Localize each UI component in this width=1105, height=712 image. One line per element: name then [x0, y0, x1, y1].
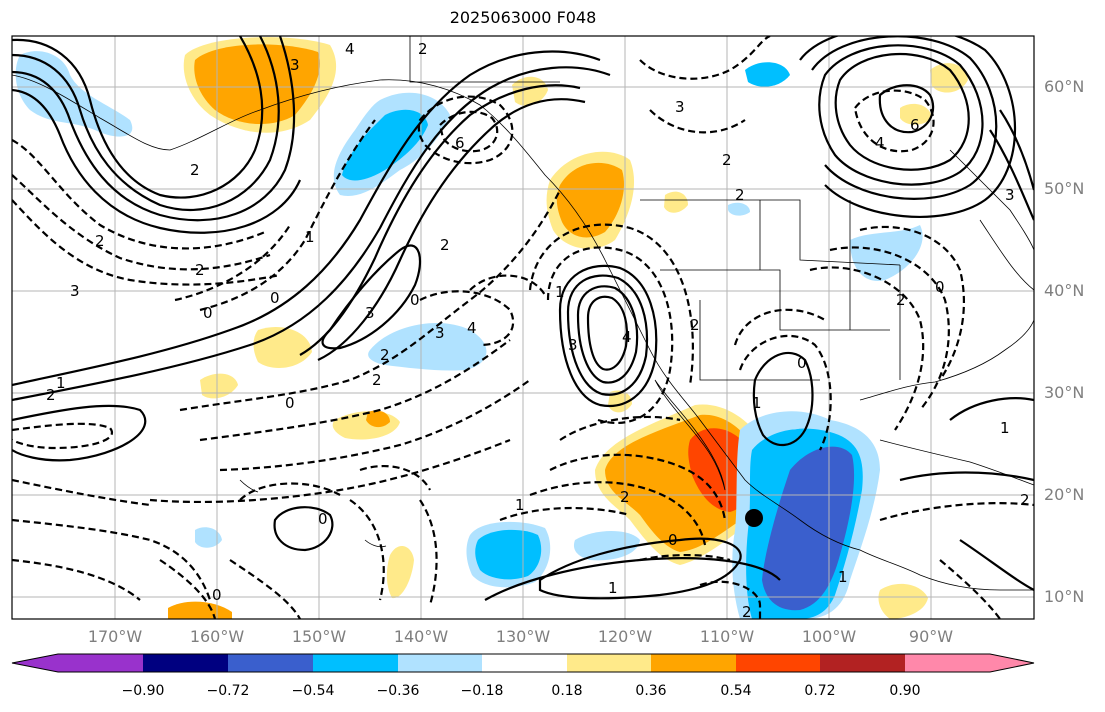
colorbar-swatch [905, 654, 990, 672]
colorbar-tick-label: −0.90 [121, 683, 165, 699]
lat-label: 20°N [1044, 485, 1085, 504]
colorbar-min-extend [12, 654, 58, 672]
colorbar-swatch [820, 654, 905, 672]
contour-label: 1 [305, 228, 315, 246]
colorbar-swatch [482, 654, 567, 672]
contour-label: 2 [896, 291, 906, 309]
colorbar-tick-label: 0.90 [889, 683, 921, 699]
contour-label: 3 [365, 304, 375, 322]
contour-label: 3 [675, 98, 685, 116]
colorbar-swatch [228, 654, 313, 672]
contour-label: 6 [910, 116, 920, 134]
contour-label: 4 [467, 319, 477, 337]
contour-label: 2 [372, 371, 382, 389]
lat-label: 30°N [1044, 383, 1085, 402]
contour-label: 0 [935, 278, 945, 296]
contour-label: 2 [95, 232, 105, 250]
lat-label: 60°N [1044, 77, 1085, 96]
contour-label: 0 [270, 289, 280, 307]
colorbar-swatch [651, 654, 736, 672]
colorbar-tick-label: 0.72 [804, 683, 836, 699]
contour-label: 4 [345, 40, 355, 58]
lon-label: 130°W [495, 627, 551, 646]
contour-label: 0 [285, 394, 295, 412]
contour-label: 2 [690, 316, 700, 334]
colorbar-swatch [398, 654, 482, 672]
contour-label: 2 [440, 236, 450, 254]
contour-label: 0 [410, 291, 420, 309]
colorbar-tick-label: 0.36 [635, 683, 667, 699]
contour-label: 3 [1005, 186, 1015, 204]
lat-label: 10°N [1044, 587, 1085, 606]
contour-label: 1 [752, 394, 762, 412]
colorbar-swatch [143, 654, 228, 672]
contour-label: 3 [435, 324, 445, 342]
lon-label: 110°W [699, 627, 755, 646]
colorbar-tick-label: 0.54 [720, 683, 752, 699]
contour-label: 2 [1020, 491, 1030, 509]
contour-label: 2 [195, 261, 205, 279]
colorbar-swatch [736, 654, 820, 672]
colorbar-swatch [567, 654, 651, 672]
colorbar-max-extend [990, 654, 1034, 672]
storm-center-marker [745, 509, 763, 527]
lon-label: 100°W [801, 627, 857, 646]
contour-label: 2 [735, 186, 745, 204]
lon-label: 160°W [189, 627, 245, 646]
contour-label: 2 [46, 386, 56, 404]
contour-label: 2 [620, 488, 630, 506]
colorbar-swatch [58, 654, 143, 672]
contour-label: 0 [203, 304, 213, 322]
contour-label: 1 [515, 496, 525, 514]
contour-label: 3 [70, 282, 80, 300]
contour-label: 0 [212, 586, 222, 604]
lon-label: 90°W [908, 627, 954, 646]
contour-label: 1 [608, 579, 618, 597]
contour-label: 1 [838, 568, 848, 586]
colorbar-tick-label: −0.18 [460, 683, 504, 699]
lon-label: 150°W [291, 627, 347, 646]
colorbar-swatch [313, 654, 398, 672]
colorbar-tick-label: −0.54 [291, 683, 335, 699]
contour-label: 2 [418, 40, 428, 58]
lat-label: 40°N [1044, 281, 1085, 300]
lon-label: 140°W [393, 627, 449, 646]
contour-label: 1 [56, 374, 66, 392]
contour-label: 3 [290, 56, 300, 74]
shading-layer [15, 37, 968, 619]
contour-label: 4 [875, 134, 885, 152]
colorbar-tick-label: 0.18 [551, 683, 583, 699]
contour-label: 2 [190, 161, 200, 179]
contour-label: 2 [380, 346, 390, 364]
contour-label: 2 [722, 151, 732, 169]
colorbar [11, 653, 1035, 673]
graticule [12, 36, 1034, 619]
contour-label: 0 [318, 510, 328, 528]
contour-label: 0 [668, 531, 678, 549]
contour-label: 1 [555, 283, 565, 301]
contour-label-layer: 4 2 3 6 2 3 1 2 2 3 0 2 3 0 3 4 2 2 0 1 … [46, 40, 1030, 621]
contour-label: 6 [455, 134, 465, 152]
contour-lines [12, 36, 1034, 619]
colorbar-tick-label: −0.36 [376, 683, 420, 699]
contour-label: 0 [797, 354, 807, 372]
lat-label: 50°N [1044, 179, 1085, 198]
contour-label: 1 [1000, 419, 1010, 437]
lon-label: 120°W [597, 627, 653, 646]
lon-label: 170°W [87, 627, 143, 646]
contour-label: 3 [568, 336, 578, 354]
contour-label: 2 [742, 603, 752, 621]
contour-label: 4 [622, 328, 632, 346]
colorbar-tick-label: −0.72 [206, 683, 250, 699]
plot-title: 2025063000 F048 [449, 8, 597, 27]
